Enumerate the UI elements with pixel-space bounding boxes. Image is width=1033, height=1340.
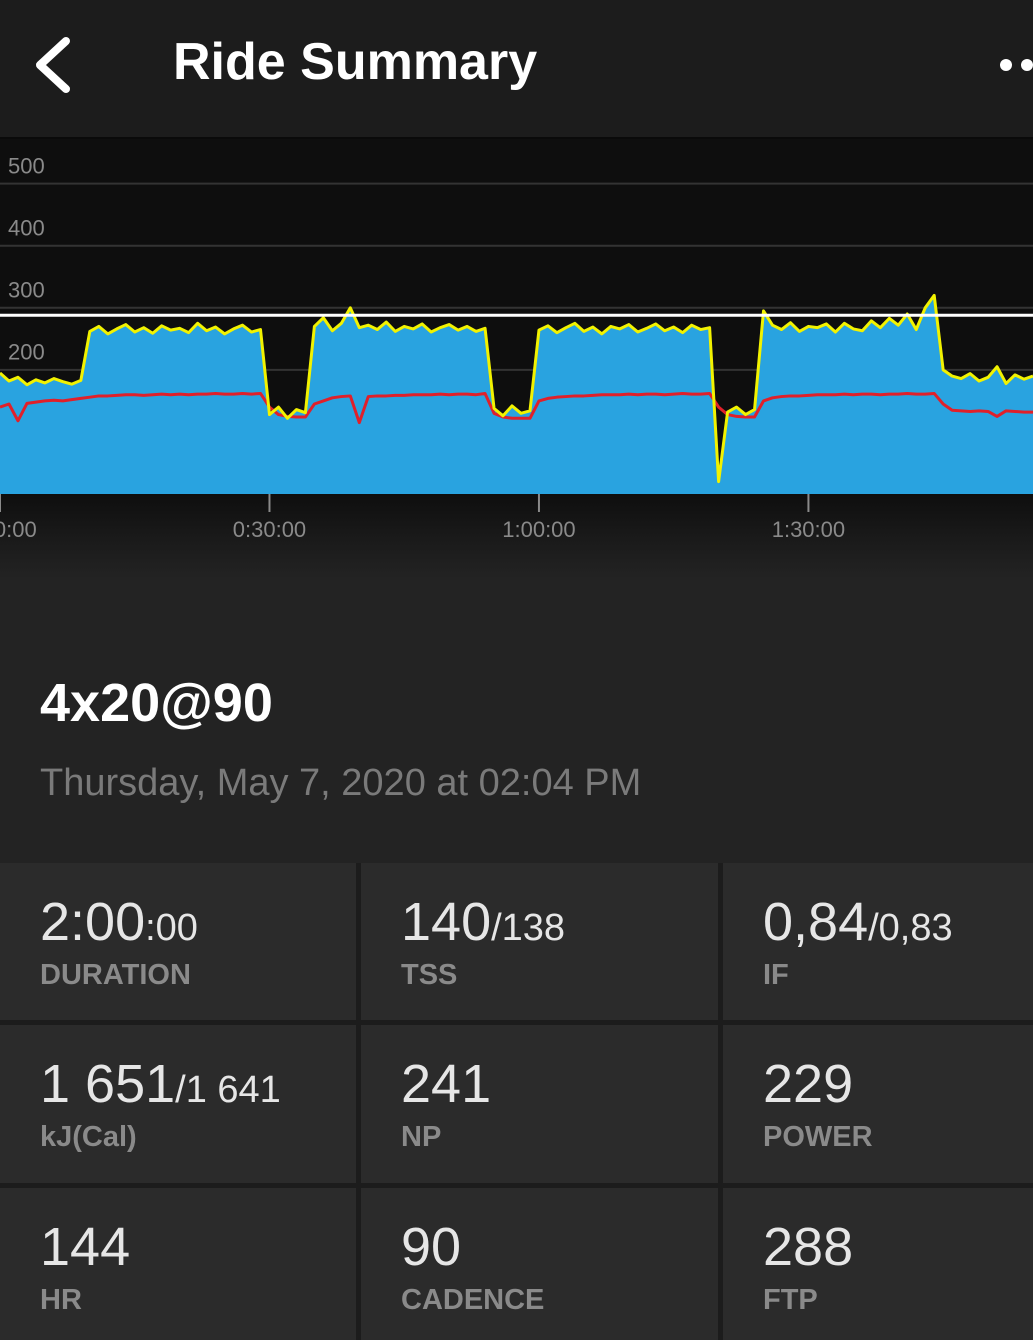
stat-label: kJ(Cal) [40,1121,137,1153]
more-menu[interactable] [996,50,1033,80]
stat-value: 144 [40,1216,130,1278]
workout-name: 4x20@90 [40,673,273,733]
stat-label: DURATION [40,959,191,991]
hr-line [0,391,1033,425]
y-tick-label: 500 [8,153,45,178]
stat-sub: :00 [145,907,198,949]
stat-main: 241 [401,1054,492,1114]
stat-value: 2:00:00 [40,891,198,953]
stat-tile: 1 651/1 641 kJ(Cal) [0,1025,356,1183]
stat-value: 140/138 [401,891,565,953]
stat-main: 2:00 [40,892,146,952]
stat-label: FTP [763,1284,818,1316]
stat-value: 288 [763,1216,853,1278]
stat-value: 90 [401,1216,461,1278]
stat-tile: 144 HR [0,1188,356,1340]
stat-main: 288 [763,1217,854,1277]
stat-tile: 90 CADENCE [361,1188,718,1340]
chart: 200 300 400 500 0:00:00 0:30:00 1:00:00 1:30:00 [0,153,1033,542]
power-area [0,295,1033,494]
stat-main: 90 [401,1217,462,1277]
stat-value: 229 [763,1053,853,1115]
stat-tile: 229 POWER [723,1025,1033,1183]
stat-tile: 140/138 TSS [361,863,718,1020]
stat-tile: 241 NP [361,1025,718,1183]
stat-sub: /1 641 [175,1069,281,1111]
app-header: Ride Summary [0,0,1033,139]
stat-sub: /138 [491,907,566,949]
stat-value: 0,84/0,83 [763,891,953,953]
screen-title: Ride Summary [173,33,538,91]
power-line [0,293,1033,484]
stat-main: 229 [763,1054,854,1114]
y-tick-label: 300 [8,278,45,303]
stat-main: 144 [40,1217,131,1277]
chart-panel: 200 300 400 500 0:00:00 0:30:00 1:00:00 1:30:00 [0,139,1033,579]
stats-grid: 2:00:00 DURATION 140/138 TSS 0,84/0,83 IF 1 65… [0,863,1033,1340]
x-tick-label: 0:00:00 [0,517,37,542]
stat-value: 1 651/1 641 [40,1053,281,1115]
stat-value: 241 [401,1053,491,1115]
stat-tile: 0,84/0,83 IF [723,863,1033,1020]
x-tick-label: 1:00:00 [502,517,575,542]
workout-date: Thursday, May 7, 2020 at 02:04 PM [40,762,642,804]
y-tick-label: 400 [8,216,45,241]
stat-label: HR [40,1284,82,1316]
stat-label: NP [401,1121,442,1153]
stat-label: CADENCE [401,1284,545,1316]
stat-sub: /0,83 [868,907,953,949]
stat-main: 0,84 [763,892,869,952]
y-tick-label: 200 [8,340,45,365]
stat-main: 140 [401,892,492,952]
stat-label: POWER [763,1121,873,1153]
stat-tile: 288 FTP [723,1188,1033,1340]
stat-tile: 2:00:00 DURATION [0,863,356,1020]
stat-main: 1 651 [40,1054,176,1114]
stat-label: TSS [401,959,458,991]
x-tick-label: 1:30:00 [772,517,845,542]
x-tick-label: 0:30:00 [233,517,306,542]
back-button[interactable] [22,25,102,105]
stat-label: IF [763,959,789,991]
